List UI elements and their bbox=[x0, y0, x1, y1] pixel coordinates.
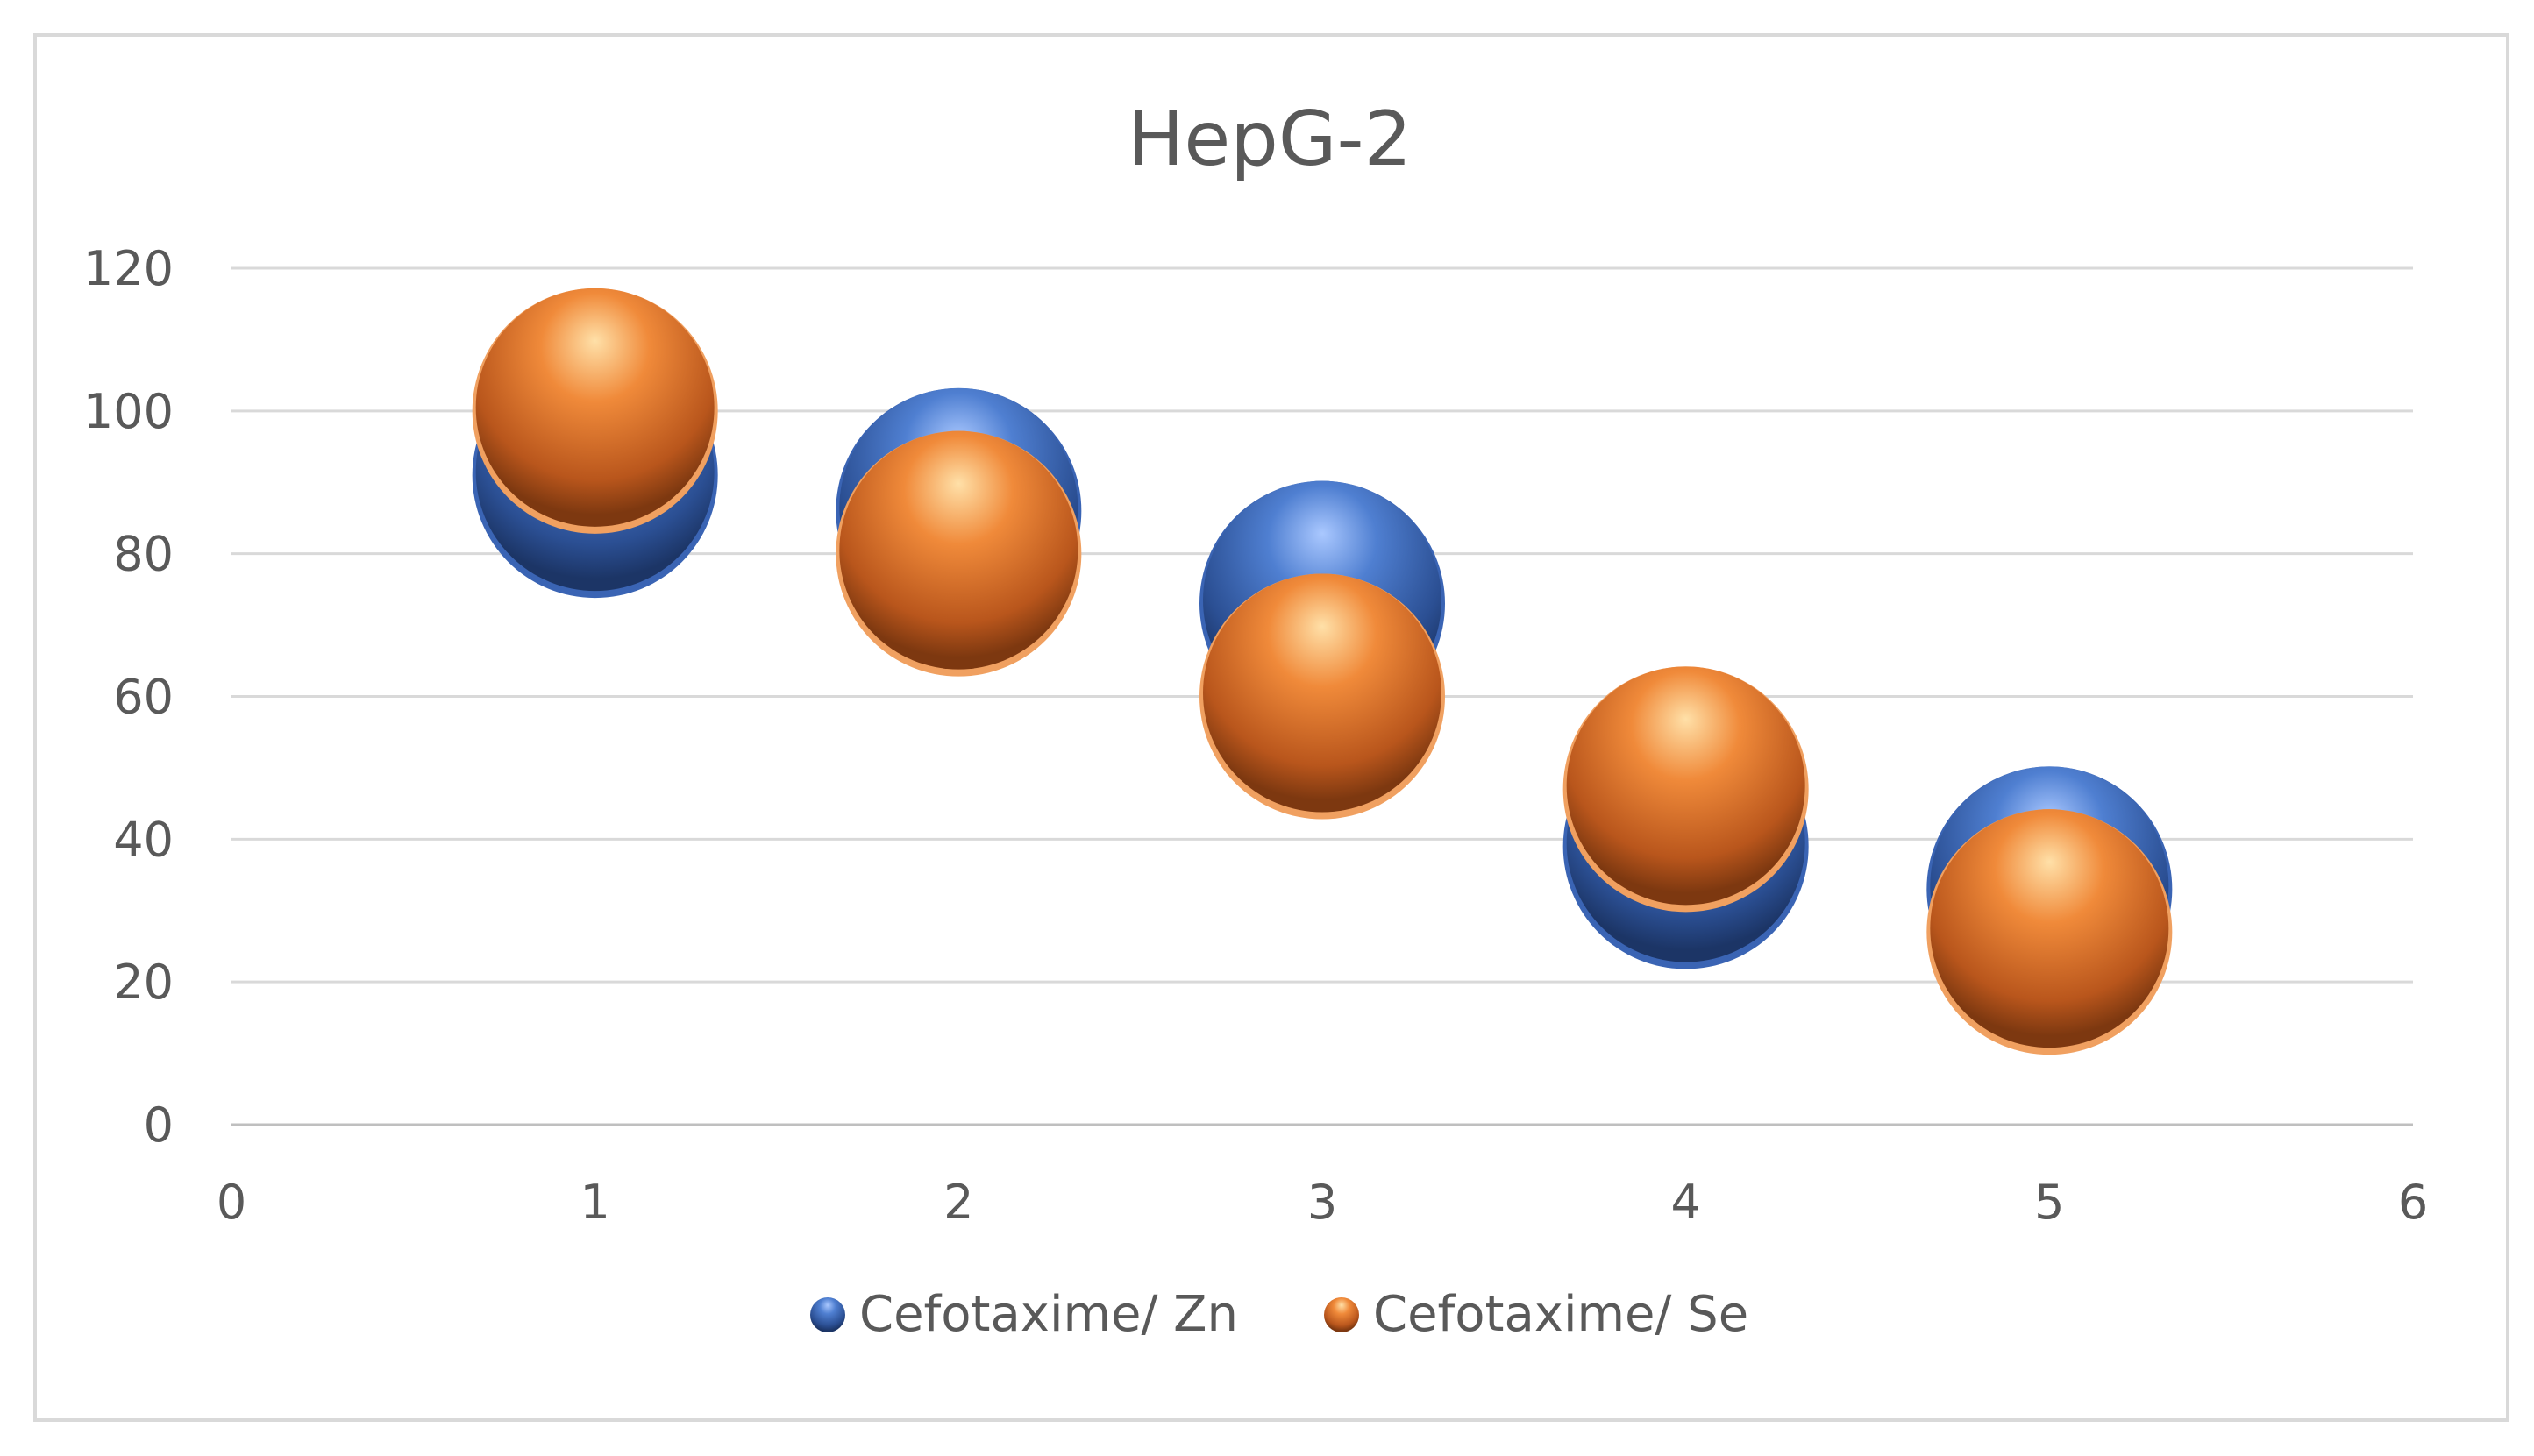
y-tick-label-120: 120 bbox=[83, 241, 174, 296]
chart-title: HepG-2 bbox=[1128, 96, 1413, 183]
x-tick-label-5: 5 bbox=[2034, 1175, 2064, 1230]
y-tick-label-40: 40 bbox=[113, 812, 174, 867]
x-tick-label-6: 6 bbox=[2398, 1175, 2428, 1230]
x-tick-label-3: 3 bbox=[1307, 1175, 1337, 1230]
y-tick-label-80: 80 bbox=[113, 527, 174, 582]
legend-label-zn: Cefotaxime/ Zn bbox=[859, 1286, 1238, 1343]
legend-marker-zn bbox=[810, 1297, 845, 1332]
legend-marker-se bbox=[1324, 1297, 1359, 1332]
point-se-3 bbox=[1199, 573, 1445, 820]
legend-item-zn: Cefotaxime/ Zn bbox=[810, 1286, 1238, 1343]
point-se-5 bbox=[1926, 809, 2173, 1055]
x-tick-label-2: 2 bbox=[943, 1175, 973, 1230]
point-se-1 bbox=[472, 288, 718, 534]
x-tick-label-0: 0 bbox=[217, 1175, 246, 1230]
axis-tick-labels: 0 20 40 60 80 100 120 0 1 2 3 4 5 6 bbox=[83, 241, 2428, 1230]
x-tick-label-1: 1 bbox=[580, 1175, 609, 1230]
point-se-2 bbox=[836, 430, 1082, 677]
legend-item-se: Cefotaxime/ Se bbox=[1324, 1286, 1748, 1343]
y-tick-label-60: 60 bbox=[113, 670, 174, 725]
data-points bbox=[472, 288, 2173, 1055]
legend: Cefotaxime/ Zn Cefotaxime/ Se bbox=[810, 1286, 1748, 1343]
legend-label-se: Cefotaxime/ Se bbox=[1373, 1286, 1748, 1343]
point-se-4 bbox=[1562, 666, 1809, 913]
y-tick-label-0: 0 bbox=[144, 1097, 174, 1153]
x-tick-label-4: 4 bbox=[1670, 1175, 1700, 1230]
y-tick-label-100: 100 bbox=[83, 384, 174, 439]
y-tick-label-20: 20 bbox=[113, 955, 174, 1010]
